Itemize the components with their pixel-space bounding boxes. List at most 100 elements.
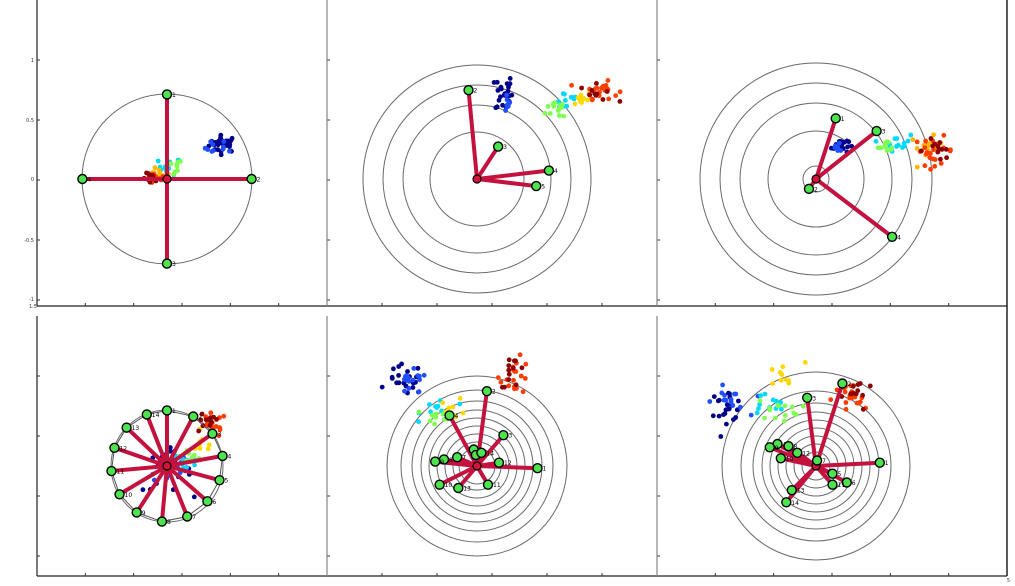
scatter-point: [613, 93, 619, 98]
scatter-point: [427, 402, 432, 407]
scatter-point: [922, 163, 928, 169]
node-marker: [874, 457, 885, 468]
scatter-point: [901, 140, 907, 146]
scatter-point: [202, 145, 208, 151]
scatter-point: [208, 139, 214, 145]
scatter-point: [396, 364, 402, 369]
spoke-line: [165, 453, 225, 468]
node-marker: [161, 89, 173, 100]
scatter-point: [511, 377, 516, 383]
scatter-point: [754, 410, 760, 416]
scatter-point: [411, 366, 417, 371]
scatter-point: [848, 391, 854, 397]
scatter-point: [432, 421, 437, 427]
scatter-point: [838, 148, 844, 153]
node-label: 10: [125, 492, 133, 499]
scatter-point: [502, 384, 507, 390]
node-label: 4: [228, 453, 232, 460]
radial-ring: [719, 82, 913, 276]
scatter-point: [800, 403, 806, 409]
scatter-point: [446, 405, 452, 411]
scatter-point: [495, 88, 501, 93]
radial-ring: [400, 389, 554, 543]
spoke-line: [112, 445, 169, 468]
scatter-point: [513, 358, 518, 364]
node-label: 8: [167, 519, 171, 526]
spoke-line: [165, 431, 215, 468]
scatter-point: [606, 96, 612, 102]
spoke-line: [814, 116, 838, 181]
center-node: [162, 461, 172, 471]
scatter-point: [724, 402, 730, 408]
scatter-point: [724, 421, 729, 427]
scatter-point: [192, 462, 198, 468]
scatter-point: [587, 92, 593, 98]
scatter-point: [589, 88, 595, 93]
node-label: 8: [794, 444, 798, 451]
scatter-point: [894, 136, 900, 141]
node-label: 2: [198, 414, 202, 421]
spoke-line: [165, 414, 196, 468]
scatter-point: [215, 142, 221, 148]
scatter-point: [762, 391, 768, 397]
node-label: 12: [504, 460, 512, 467]
scatter-point: [780, 364, 786, 370]
node-label: 12: [802, 450, 810, 457]
scatter-point: [772, 415, 778, 421]
node-marker: [161, 405, 173, 416]
scatter-point: [928, 166, 933, 172]
scatter-point: [152, 165, 158, 171]
radial-ring: [699, 62, 933, 296]
scatter-point: [440, 400, 446, 406]
scatter-point: [494, 104, 500, 110]
node-marker: [802, 392, 813, 403]
scatter-point: [860, 392, 865, 398]
scatter-point: [855, 382, 861, 387]
node-label: 9: [775, 445, 779, 452]
scatter-point: [578, 92, 584, 98]
scatter-point: [149, 172, 155, 178]
scatter-point: [217, 425, 223, 431]
scatter-point: [406, 378, 412, 384]
node-label: 3: [508, 433, 512, 440]
scatter-point: [935, 149, 941, 155]
scatter-point: [506, 363, 512, 368]
scatter-point: [503, 108, 508, 113]
scatter-point: [415, 365, 421, 371]
node-label: 13: [463, 486, 471, 493]
node-marker: [532, 463, 543, 474]
scatter-point: [421, 372, 427, 378]
node-marker: [444, 410, 455, 421]
scatter-point: [562, 91, 567, 97]
scatter-point: [506, 367, 512, 373]
scatter-point: [389, 374, 395, 380]
scatter-point: [779, 372, 785, 377]
spoke-line: [805, 395, 818, 468]
scatter-point: [506, 357, 512, 363]
panel-top-middle: 2 3 4 5: [326, 0, 657, 307]
node-marker: [781, 497, 792, 508]
scatter-point: [930, 156, 936, 162]
scatter-point: [208, 410, 214, 416]
scatter-point: [198, 417, 204, 423]
node-marker: [214, 474, 225, 486]
scatter-point: [867, 383, 873, 389]
spoke-line: [778, 456, 818, 468]
node-label: 4: [897, 234, 901, 241]
spoke-line: [814, 177, 895, 239]
node-label: 9: [142, 510, 146, 517]
scatter-point: [875, 145, 881, 151]
node-marker: [886, 231, 898, 243]
scatter-point: [767, 405, 772, 411]
node-label: 1: [885, 460, 889, 467]
scatter-point: [769, 367, 775, 372]
scatter-point: [505, 88, 511, 94]
node-label: 7: [822, 458, 826, 465]
node-marker: [786, 485, 797, 496]
spoke-line: [165, 464, 190, 519]
node-marker: [434, 479, 445, 490]
scatter-point: [227, 148, 232, 154]
scatter-point: [491, 80, 497, 85]
